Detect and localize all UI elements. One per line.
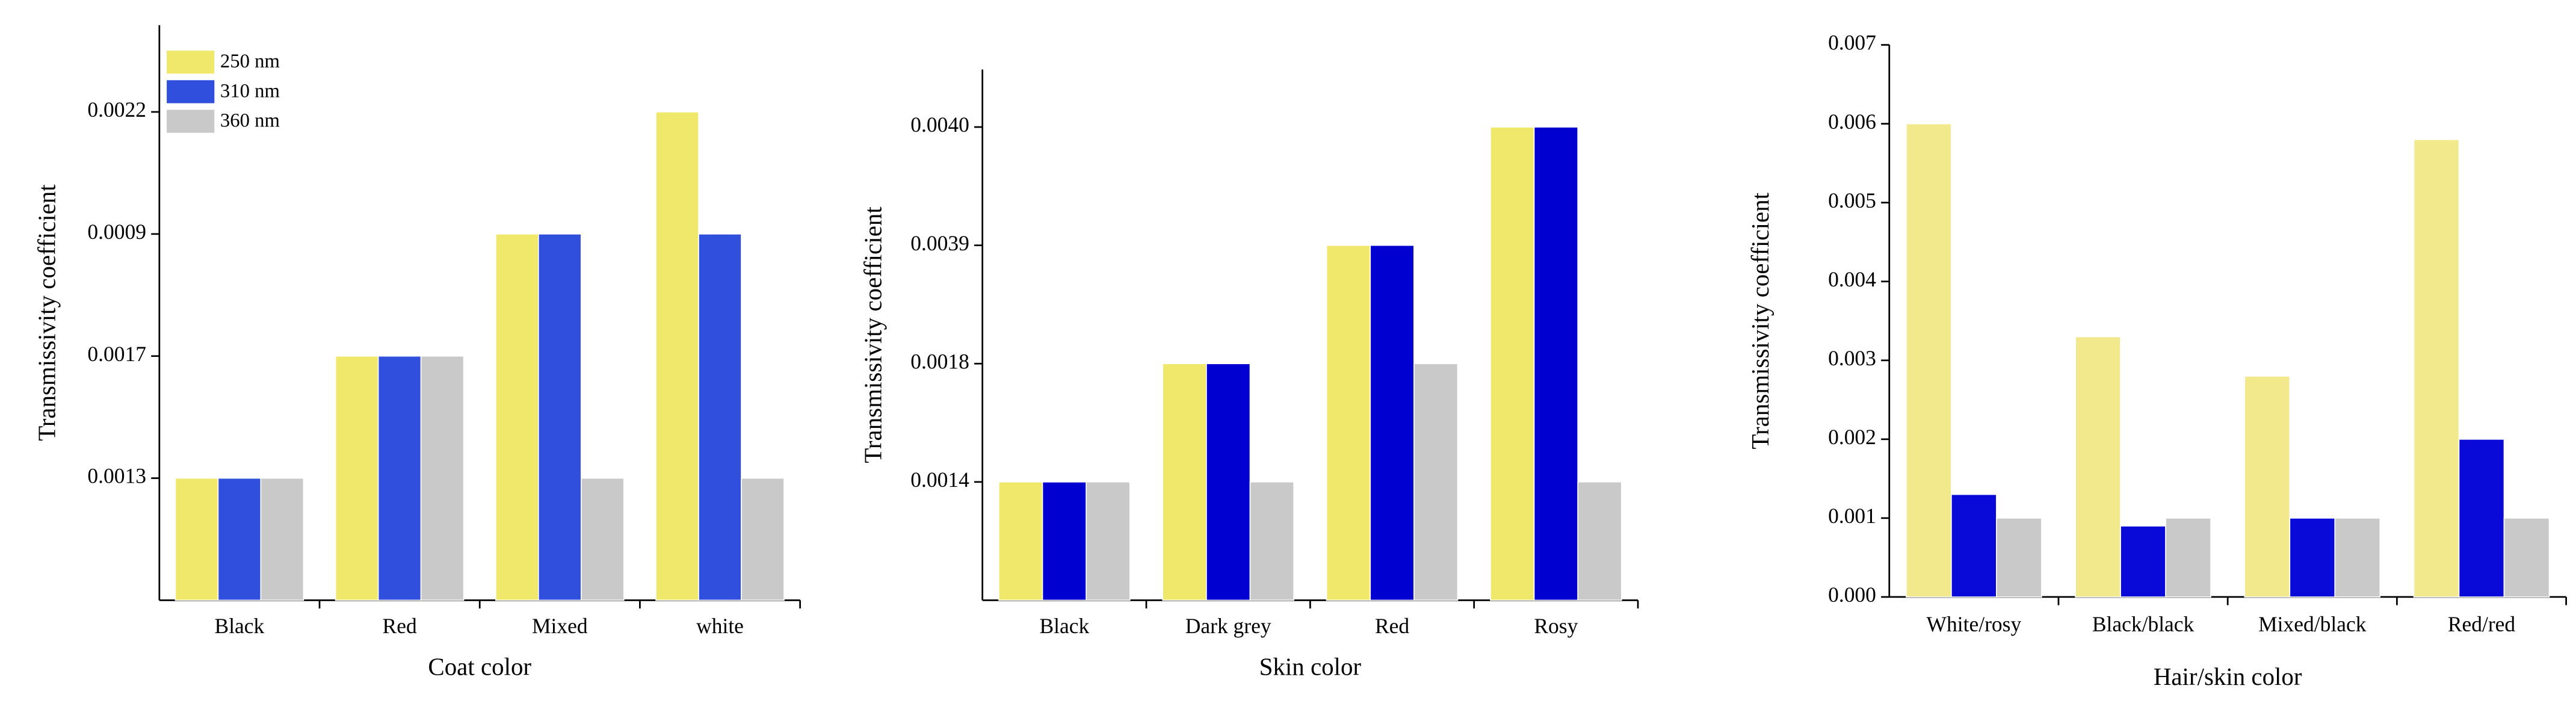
bar xyxy=(2503,518,2550,598)
bar xyxy=(1042,481,1087,601)
x-tick-label: Mixed xyxy=(532,614,588,638)
legend-label: 360 nm xyxy=(220,110,280,131)
y-tick-label: 0.004 xyxy=(1828,267,1876,291)
y-tick-label: 0.0018 xyxy=(910,349,969,373)
legend-swatch xyxy=(165,78,217,105)
bar xyxy=(1577,481,1622,601)
bar xyxy=(1413,363,1459,601)
legend-swatch xyxy=(165,49,217,76)
bar xyxy=(741,477,785,601)
y-tick-label: 0.0009 xyxy=(87,220,146,244)
x-tick-label: Red xyxy=(383,614,417,638)
bar xyxy=(1162,363,1207,601)
y-tick-label: 0.0013 xyxy=(87,464,146,488)
bar xyxy=(335,355,379,601)
x-axis-label: Hair/skin color xyxy=(2154,663,2302,690)
y-tick-label: 0.0039 xyxy=(910,231,969,255)
bar xyxy=(1996,518,2042,598)
bar xyxy=(655,111,699,601)
bar xyxy=(2075,336,2121,598)
legend-swatch xyxy=(165,108,217,135)
bar xyxy=(420,355,465,601)
x-tick-label: White/rosy xyxy=(1927,612,2022,636)
bar xyxy=(2120,525,2166,598)
bar xyxy=(2413,139,2460,598)
y-tick-label: 0.0014 xyxy=(910,468,969,492)
bar xyxy=(2165,518,2211,598)
bar xyxy=(1086,481,1131,601)
x-tick-label: Black xyxy=(215,614,265,638)
bar xyxy=(1533,126,1578,601)
bar xyxy=(698,233,742,601)
x-tick-label: Black xyxy=(1039,614,1089,638)
legend-label: 310 nm xyxy=(220,80,280,102)
bar xyxy=(1906,123,1952,598)
bar xyxy=(217,477,262,601)
bar xyxy=(260,477,304,601)
y-tick-label: 0.002 xyxy=(1828,425,1876,449)
bar xyxy=(998,481,1043,601)
y-tick-label: 0.0022 xyxy=(87,97,146,122)
bar xyxy=(2458,439,2505,598)
bar xyxy=(2244,376,2291,598)
y-tick-label: 0.007 xyxy=(1828,31,1876,55)
y-axis-label: Transmissivity coefficient xyxy=(860,206,887,463)
bar xyxy=(1206,363,1251,601)
x-tick-label: Dark grey xyxy=(1185,614,1271,638)
bar xyxy=(538,233,582,601)
y-tick-label: 0.000 xyxy=(1828,583,1876,607)
x-tick-label: Mixed/black xyxy=(2258,612,2367,636)
y-tick-label: 0.0017 xyxy=(87,342,146,366)
bar xyxy=(1951,493,1997,598)
x-tick-label: Red/red xyxy=(2448,612,2516,636)
x-tick-label: Rosy xyxy=(1534,614,1578,638)
y-tick-label: 0.003 xyxy=(1828,346,1876,370)
y-tick-label: 0.001 xyxy=(1828,504,1876,528)
bar xyxy=(377,355,422,601)
bar xyxy=(495,233,539,601)
x-tick-label: white xyxy=(696,614,744,638)
bar xyxy=(1249,481,1294,601)
bar xyxy=(175,477,219,601)
bar xyxy=(1490,126,1535,601)
y-tick-label: 0.006 xyxy=(1828,110,1876,134)
y-tick-label: 0.005 xyxy=(1828,188,1876,212)
x-axis-label: Coat color xyxy=(428,653,531,680)
y-axis-label: Transmissivity coefficient xyxy=(33,184,60,441)
bar xyxy=(1370,244,1415,601)
bar xyxy=(2334,518,2381,598)
bar xyxy=(580,477,625,601)
x-tick-label: Black/black xyxy=(2092,612,2195,636)
y-axis-label: Transmissivity coefficient xyxy=(1747,192,1774,449)
x-tick-label: Red xyxy=(1375,614,1409,638)
y-tick-label: 0.0040 xyxy=(910,113,969,137)
bar xyxy=(2289,518,2336,598)
bar xyxy=(1326,244,1371,601)
legend-label: 250 nm xyxy=(220,51,280,72)
x-axis-label: Skin color xyxy=(1259,653,1362,680)
